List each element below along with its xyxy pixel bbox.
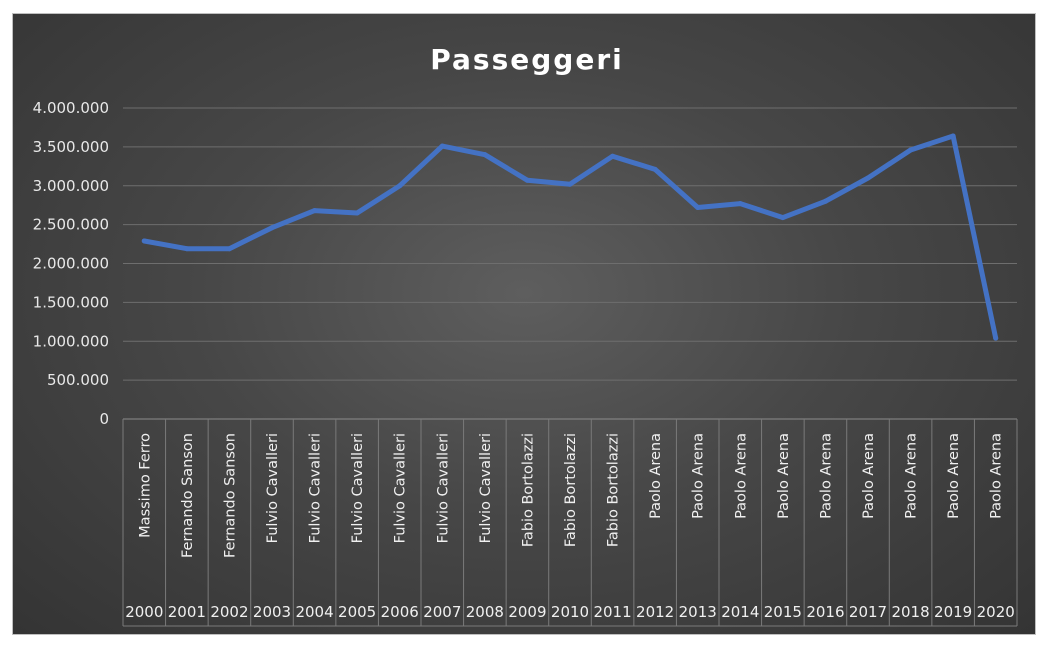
data-point [695,205,701,211]
category-year-label: 2007 [423,603,461,621]
y-tick-label: 500.000 [47,371,109,389]
category-year-label: 2015 [764,603,802,621]
category-year-label: 2012 [636,603,674,621]
chart-area: Passeggeri 0 500.000 1.000.000 1.500.000 2.0… [12,13,1036,635]
category-year-label: 2020 [977,603,1015,621]
gridlines [123,107,1017,420]
data-point [184,246,190,252]
category-name-label: Fulvio Cavalleri [478,433,494,543]
category-year-label: 2001 [168,603,206,621]
category-name-label: Fulvio Cavalleri [393,433,409,543]
category-year-label: 2008 [466,603,504,621]
category-year-label: 2013 [679,603,717,621]
category-name-label: Paolo Arena [861,433,877,519]
series-layer [141,133,999,341]
category-name-label: Fabio Bortolazzi [563,433,579,547]
y-tick-label: 1.500.000 [33,293,109,311]
category-year-label: 2014 [721,603,759,621]
y-axis-ticks: 0 500.000 1.000.000 1.500.000 2.000.000 2.500… [33,99,109,428]
category-name-label: Massimo Ferro [137,433,153,538]
category-name-label: Fulvio Cavalleri [308,433,324,543]
category-name-label: Fernando Sanson [180,433,196,558]
category-name-label: Fulvio Cavalleri [265,433,281,543]
category-year-label: 2011 [593,603,631,621]
category-year-label: 2002 [210,603,248,621]
data-point [312,208,318,214]
y-tick-label: 0 [99,410,109,428]
data-point [993,335,999,341]
category-year-label: 2016 [806,603,844,621]
line-chart: Passeggeri 0 500.000 1.000.000 1.500.000 2.0… [33,43,1018,627]
y-tick-label: 1.000.000 [33,332,109,350]
category-name-label: Paolo Arena [648,433,664,519]
category-name-label: Paolo Arena [691,433,707,519]
category-year-label: 2018 [891,603,929,621]
data-point [567,181,573,187]
data-point [354,210,360,216]
chart-title: Passeggeri [430,43,623,76]
series-line [141,133,999,341]
category-year-label: 2004 [295,603,333,621]
category-year-label: 2010 [551,603,589,621]
data-point [822,198,828,204]
data-point [482,152,488,158]
category-name-label: Paolo Arena [776,433,792,519]
data-point [908,147,914,153]
x-axis-categories: Massimo Ferro Fernando Sanson Fernando San… [122,419,1018,627]
category-year-label: 2005 [338,603,376,621]
category-year-label: 2019 [934,603,972,621]
y-tick-label: 3.000.000 [33,177,109,195]
data-point [269,225,275,231]
category-name-label: Fulvio Cavalleri [350,433,366,543]
y-tick-label: 2.500.000 [33,216,109,234]
data-point [397,183,403,189]
category-name-label: Paolo Arena [989,433,1005,519]
data-point [439,143,445,149]
category-year-label: 2017 [849,603,887,621]
category-name-label: Fulvio Cavalleri [435,433,451,543]
data-point [652,166,658,172]
category-name-label: Paolo Arena [818,433,834,519]
y-tick-label: 2.000.000 [33,255,109,273]
data-point [780,215,786,221]
data-point [141,238,147,244]
data-point [950,133,956,139]
y-tick-label: 4.000.000 [33,99,109,117]
data-point [610,153,616,159]
category-year-label: 2000 [125,603,163,621]
data-point [737,201,743,207]
data-point [524,177,530,183]
category-year-label: 2006 [381,603,419,621]
category-year-label: 2003 [253,603,291,621]
y-tick-label: 3.500.000 [33,138,109,156]
category-name-label: Fabio Bortolazzi [520,433,536,547]
category-name-label: Fabio Bortolazzi [606,433,622,547]
category-year-label: 2009 [508,603,546,621]
category-name-label: Fernando Sanson [222,433,238,558]
category-name-label: Paolo Arena [904,433,920,519]
category-name-label: Paolo Arena [946,433,962,519]
data-point [226,246,232,252]
data-point [865,175,871,181]
category-name-label: Paolo Arena [733,433,749,519]
